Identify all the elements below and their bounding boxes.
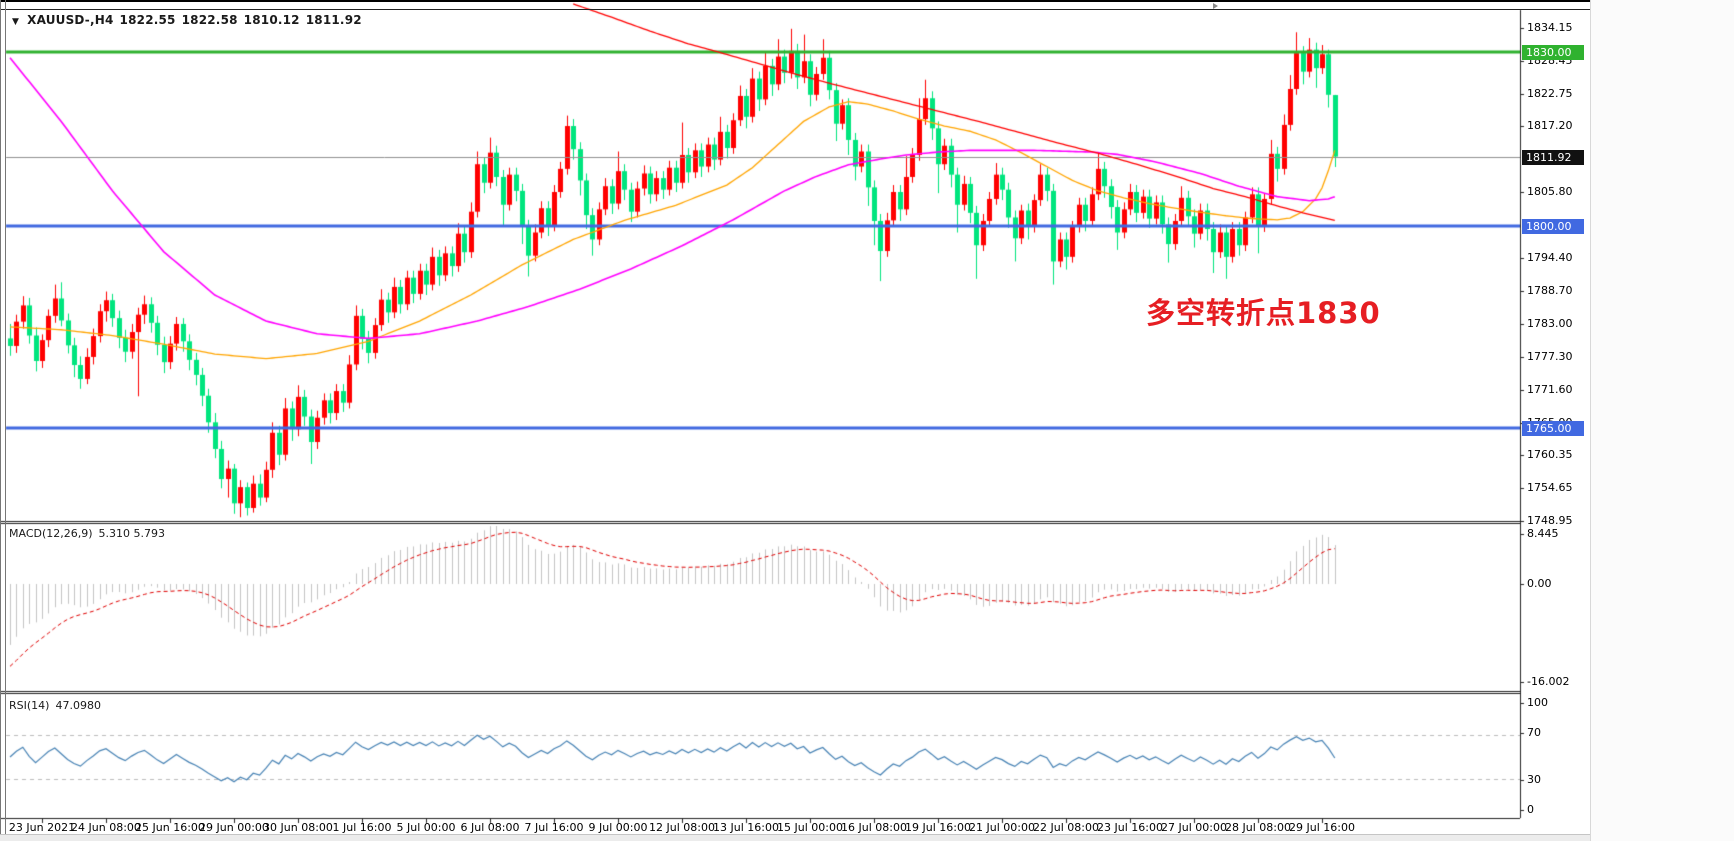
time-axis-label: 30 Jun 08:00 (263, 821, 333, 834)
ohlc-low: 1810.12 (243, 13, 300, 27)
price-axis-tick: 1788.70 (1527, 283, 1573, 297)
time-axis-label: 23 Jun 2021 (8, 821, 76, 834)
time-axis-label: 21 Jul 00:00 (969, 821, 1035, 834)
chart-top-border (0, 9, 1590, 10)
time-axis-label: 13 Jul 16:00 (713, 821, 779, 834)
price-axis-tick: 1805.80 (1527, 185, 1573, 198)
resistance-line-badge: 1830.00 (1522, 44, 1584, 60)
time-axis-label: 29 Jul 16:00 (1289, 821, 1355, 834)
symbol-ohlc-legend: ▼ XAUUSD-,H4 1822.55 1822.58 1810.12 1811.92 (12, 13, 368, 27)
chevron-down-icon[interactable]: ▼ (12, 17, 20, 27)
macd-values: 5.310 5.793 (98, 527, 166, 540)
chart-left-border (5, 0, 6, 834)
support-line-badge: 1800.00 (1522, 218, 1584, 234)
time-axis-label: 29 Jun 00:00 (199, 821, 269, 834)
window-bottom-strip (0, 834, 1590, 841)
window-top-border (0, 0, 1590, 2)
rsi-axis-tick: 70 (1527, 726, 1541, 739)
macd-title: MACD(12,26,9) (9, 527, 93, 540)
time-axis-label: 15 Jul 00:00 (777, 821, 843, 834)
rsi-axis-tick: 100 (1527, 696, 1548, 709)
time-axis-label: 23 Jul 16:00 (1097, 821, 1163, 834)
macd-indicator-label: MACD(12,26,9) 5.310 5.793 (9, 527, 171, 540)
time-axis-label: 6 Jul 08:00 (460, 821, 520, 834)
ohlc-open: 1822.55 (119, 13, 176, 27)
macd-axis-tick: 8.445 (1527, 527, 1559, 540)
time-axis-label: 24 Jun 08:00 (71, 821, 141, 834)
price-axis-tick: 1771.60 (1527, 382, 1573, 396)
time-axis-label: 16 Jul 08:00 (841, 821, 907, 834)
macd-axis-tick: 0.00 (1527, 577, 1552, 590)
time-axis-label: 9 Jul 00:00 (588, 821, 648, 834)
terminal-background-filler (1590, 0, 1734, 841)
time-axis-label: 5 Jul 00:00 (396, 821, 456, 834)
price-axis-tick: 1794.40 (1527, 250, 1573, 264)
time-axis-label: 12 Jul 08:00 (649, 821, 715, 834)
rsi-axis-tick: 30 (1527, 773, 1541, 786)
chart-text-annotation: 多空转折点1830 (1146, 296, 1381, 330)
time-axis-label: 7 Jul 16:00 (524, 821, 584, 834)
ohlc-high: 1822.58 (181, 13, 238, 27)
current-price-badge: 1811.92 (1522, 149, 1584, 165)
ohlc-close: 1811.92 (305, 13, 362, 27)
price-axis-tick: 1748.95 (1527, 514, 1573, 527)
price-axis-tick: 1834.15 (1527, 20, 1573, 34)
support-line-badge: 1765.00 (1522, 421, 1584, 437)
price-axis-tick: 1754.65 (1527, 481, 1573, 494)
price-chart-canvas[interactable] (0, 0, 1590, 834)
time-axis-label: 19 Jul 16:00 (905, 821, 971, 834)
chart-shift-marker-icon[interactable] (1213, 3, 1218, 9)
time-axis-label: 22 Jul 08:00 (1033, 821, 1099, 834)
price-axis-tick: 1777.30 (1527, 349, 1573, 363)
rsi-title: RSI(14) (9, 699, 50, 712)
symbol-name: XAUUSD-,H4 (27, 13, 114, 27)
price-axis-tick: 1822.75 (1527, 86, 1573, 100)
macd-axis-tick: -16.002 (1527, 675, 1570, 688)
time-axis-label: 28 Jul 08:00 (1225, 821, 1291, 834)
time-axis-label: 1 Jul 16:00 (332, 821, 392, 834)
rsi-indicator-label: RSI(14) 47.0980 (9, 699, 107, 712)
window-left-border (0, 0, 1, 834)
rsi-value: 47.0980 (55, 699, 101, 712)
rsi-axis-tick: 0 (1527, 803, 1534, 816)
time-axis-label: 27 Jul 00:00 (1161, 821, 1227, 834)
price-axis-tick: 1760.35 (1527, 448, 1573, 462)
time-axis-label: 25 Jun 16:00 (135, 821, 205, 834)
price-axis-tick: 1817.20 (1527, 119, 1573, 133)
price-axis-tick: 1783.00 (1527, 316, 1573, 330)
